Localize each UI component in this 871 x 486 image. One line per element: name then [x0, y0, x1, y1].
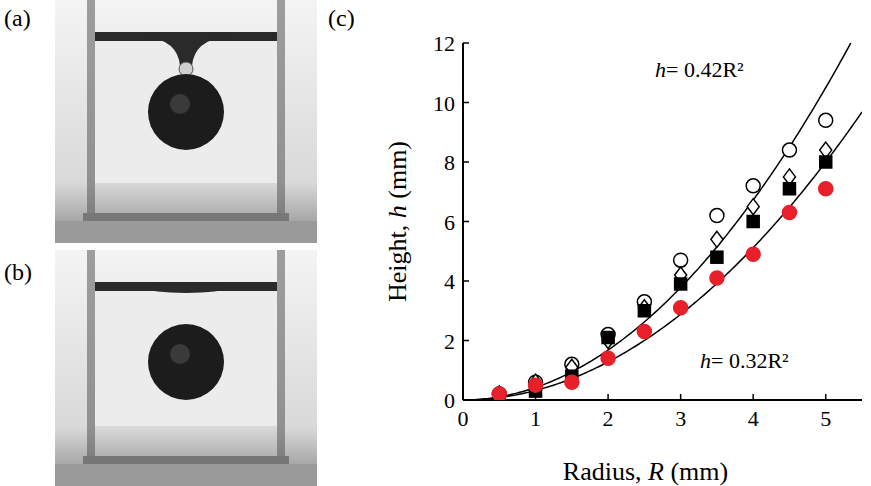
data-point	[711, 231, 723, 247]
data-point	[747, 199, 759, 215]
data-point	[711, 251, 723, 263]
x-axis	[463, 399, 862, 401]
x-tick-label: 3	[675, 406, 686, 431]
panel-label: (c)	[328, 5, 355, 31]
y-tick-label: 4	[444, 269, 455, 294]
x-tick	[462, 394, 464, 400]
fit-curve	[463, 43, 862, 400]
photo	[55, 250, 317, 486]
glass-wall	[277, 250, 285, 464]
x-tick	[680, 394, 682, 400]
panel-label: (b)	[4, 259, 32, 285]
x-tick-label: 5	[820, 406, 831, 431]
data-point	[782, 143, 796, 157]
y-tick-label: 0	[444, 388, 455, 413]
sphere	[148, 74, 224, 150]
data-point	[675, 278, 687, 290]
fit-label: h= 0.32R²	[700, 348, 789, 373]
x-tick-label: 0	[458, 406, 469, 431]
y-tick	[463, 102, 469, 104]
data-point	[602, 332, 614, 344]
text-part: = 0.42R²	[666, 57, 744, 82]
data-point	[638, 305, 650, 317]
figure: (a)(b)(c)012345024681012Radius, R (mm)He…	[0, 0, 871, 486]
data-point	[601, 351, 615, 365]
y-tick	[463, 280, 469, 282]
y-tick-label: 12	[433, 31, 455, 56]
photo-background	[55, 0, 317, 243]
y-tick-label: 8	[444, 150, 455, 175]
data-point	[782, 206, 796, 220]
photo-background	[55, 250, 317, 486]
panel-label: (a)	[4, 5, 31, 31]
data-point	[492, 387, 506, 400]
data-point	[710, 271, 724, 285]
sphere-highlight	[170, 344, 190, 364]
y-tick	[463, 161, 469, 163]
photo	[55, 0, 317, 243]
data-point	[602, 333, 614, 349]
data-point	[529, 378, 543, 392]
y-tick	[463, 340, 469, 342]
text-part: h	[655, 57, 666, 82]
water	[95, 36, 277, 183]
data-point	[565, 375, 579, 389]
table	[55, 464, 317, 486]
text-part: = 0.32R²	[711, 348, 789, 373]
data-point	[746, 247, 760, 261]
y-axis-title: Height, h (mm)	[383, 141, 412, 302]
x-axis-title: Radius, R (mm)	[563, 457, 728, 486]
y-tick-label: 6	[444, 210, 455, 235]
glass-bottom	[83, 213, 289, 221]
glass-wall	[277, 0, 285, 221]
data-point	[819, 182, 833, 196]
axes: 012345024681012Radius, R (mm)Height, h (…	[383, 31, 862, 486]
x-tick	[825, 394, 827, 400]
glass-wall	[87, 0, 95, 221]
x-tick-label: 1	[530, 406, 541, 431]
x-tick	[607, 394, 609, 400]
data-point	[783, 183, 795, 195]
water	[95, 286, 277, 426]
text-part: (mm)	[383, 141, 412, 205]
data-point	[674, 253, 688, 267]
data-point	[710, 209, 724, 223]
text-part: Radius,	[563, 457, 648, 486]
x-tick	[752, 394, 754, 400]
data-point	[492, 387, 506, 400]
glass-wall	[87, 250, 95, 464]
data-point	[819, 113, 833, 127]
table	[55, 221, 317, 243]
data-point	[820, 156, 832, 168]
y-tick-label: 2	[444, 329, 455, 354]
text-part: h	[700, 348, 711, 373]
glass-bottom	[83, 456, 289, 464]
meniscus	[146, 283, 226, 293]
data-point	[493, 386, 505, 400]
fit-curve	[463, 112, 862, 400]
bead	[179, 62, 193, 76]
x-tick-label: 2	[603, 406, 614, 431]
x-tick-label: 4	[748, 406, 759, 431]
data-point	[747, 216, 759, 228]
y-tick-label: 10	[433, 91, 455, 116]
y-tick	[463, 42, 469, 44]
y-tick	[463, 221, 469, 223]
data-point	[746, 179, 760, 193]
text-part: (mm)	[664, 457, 728, 486]
data-point	[637, 325, 651, 339]
text-part: Height,	[383, 218, 412, 302]
plot-area	[463, 43, 862, 400]
data-point	[638, 300, 650, 316]
sphere-highlight	[170, 94, 190, 114]
sphere	[148, 324, 224, 400]
text-part: R	[647, 457, 664, 486]
text-part: h	[383, 205, 412, 218]
fit-label: h= 0.42R²	[655, 57, 744, 82]
data-point	[674, 301, 688, 315]
